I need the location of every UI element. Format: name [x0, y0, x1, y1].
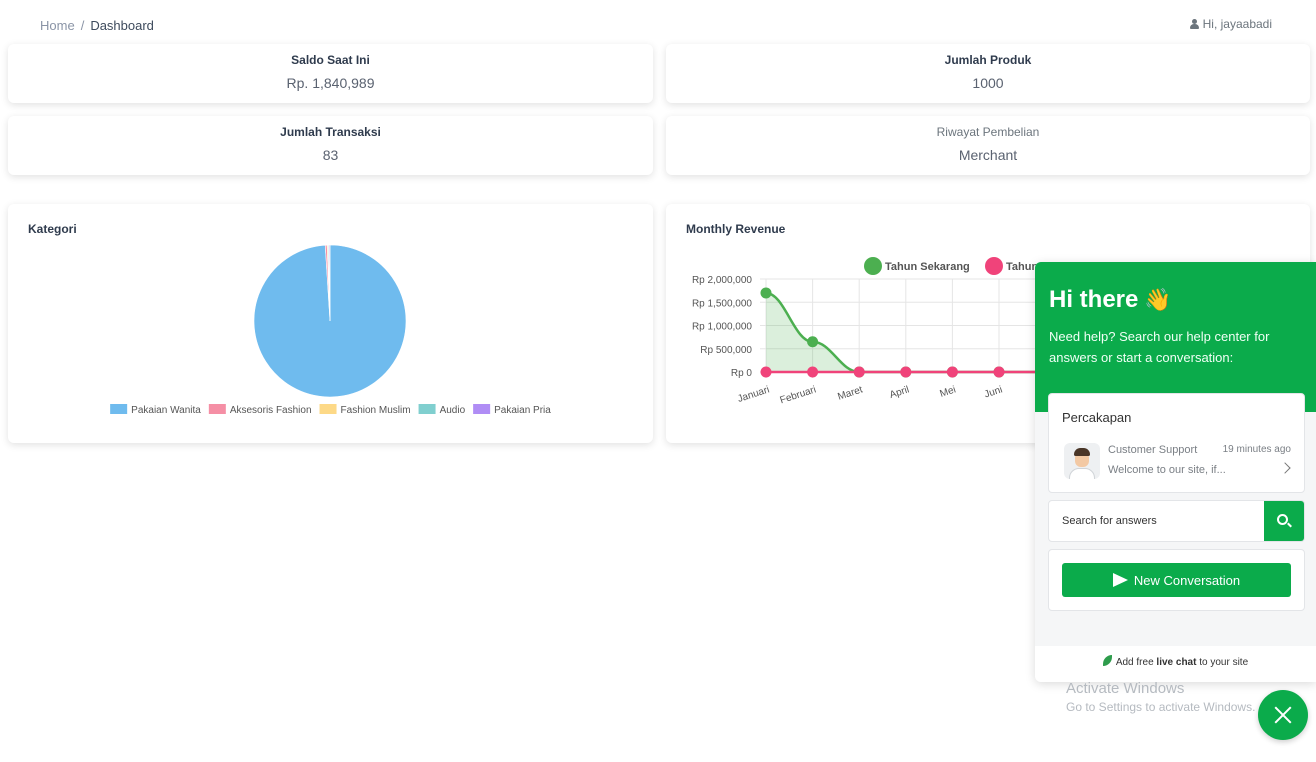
legend-label: Aksesoris Fashion — [230, 405, 312, 416]
x-tick-label: Juni — [983, 384, 1004, 400]
x-tick-label: April — [888, 384, 910, 401]
stat-label: Saldo Saat Ini — [291, 53, 370, 67]
conversation-card[interactable]: Percakapan Customer Support 19 minutes a… — [1048, 393, 1305, 493]
user-greeting-text: Hi, jayaabadi — [1202, 17, 1272, 31]
data-point — [807, 366, 819, 378]
stat-value: 1000 — [972, 75, 1004, 91]
breadcrumb-home-link[interactable]: Home — [40, 18, 75, 33]
chat-subtitle: Need help? Search our help center for an… — [1049, 329, 1270, 365]
search-icon — [1277, 514, 1288, 525]
pie-legend: Pakaian Wanita Aksesoris Fashion Fashion M… — [110, 404, 551, 416]
y-tick-label: Rp 1,500,000 — [692, 298, 752, 309]
breadcrumb: Home / Dashboard — [40, 18, 154, 33]
breadcrumb-current: Dashboard — [90, 18, 154, 33]
top-bar: Home / Dashboard Hi, jayaabadi — [0, 0, 1316, 48]
data-point — [807, 336, 819, 348]
search-button[interactable] — [1264, 501, 1304, 541]
legend-label: Fashion Muslim — [341, 405, 411, 416]
data-point — [946, 366, 958, 378]
x-tick-label: Januari — [736, 384, 771, 405]
watermark-line2: Go to Settings to activate Windows. — [1066, 700, 1256, 714]
conversation-time: 19 minutes ago — [1222, 444, 1291, 455]
stat-value: 83 — [322, 147, 339, 163]
conversation-preview: Welcome to our site, if... — [1108, 464, 1226, 476]
legend-marker — [864, 257, 882, 275]
legend-swatch — [319, 404, 337, 414]
data-point — [853, 366, 865, 378]
leaf-icon — [1102, 655, 1112, 666]
legend-marker — [985, 257, 1003, 275]
stat-label: Riwayat Pembelian — [936, 125, 1040, 139]
data-point — [760, 287, 772, 299]
legend-label: Audio — [440, 405, 466, 416]
watermark-line1: Activate Windows — [1066, 680, 1185, 697]
data-point — [760, 366, 772, 378]
breadcrumb-separator: / — [80, 18, 85, 33]
y-tick-label: Rp 500,000 — [700, 345, 752, 356]
legend-swatch — [208, 404, 226, 414]
panel-title: Kategori — [28, 222, 77, 236]
help-search — [1048, 500, 1305, 542]
new-conversation-button[interactable]: New Conversation — [1062, 563, 1291, 597]
footer-prefix: Add free — [1115, 657, 1154, 668]
legend-label: Tahun Sekarang — [885, 261, 970, 273]
data-point — [900, 366, 912, 378]
x-tick-label: Februari — [779, 384, 818, 406]
stat-card-produk: Jumlah Produk 1000 — [666, 44, 1310, 103]
user-greeting[interactable]: Hi, jayaabadi — [1189, 17, 1272, 31]
x-tick-label: Maret — [836, 384, 864, 402]
pie-slice — [328, 244, 331, 322]
panel-title: Monthly Revenue — [686, 222, 786, 236]
stat-value: Rp. 1,840,989 — [286, 75, 375, 91]
legend-swatch — [418, 404, 436, 414]
chat-header: Hi there 👋 Need help? Search our help ce… — [1035, 262, 1316, 412]
stat-label: Jumlah Transaksi — [280, 125, 381, 139]
legend-swatch — [473, 404, 491, 414]
waving-hand-icon: 👋 — [1144, 287, 1172, 312]
y-tick-label: Rp 0 — [731, 368, 753, 379]
chat-footer-link[interactable]: Add free live chat to your site — [1035, 646, 1316, 682]
legend-swatch — [110, 404, 128, 414]
agent-name: Customer Support — [1108, 444, 1198, 456]
conversations-title: Percakapan — [1062, 410, 1132, 425]
new-conversation-card: New Conversation — [1048, 549, 1305, 611]
chat-close-button[interactable] — [1258, 690, 1308, 740]
category-panel: Kategori Pakaian Wanita Aksesoris Fashion… — [8, 204, 653, 443]
chat-widget: Hi there 👋 Need help? Search our help ce… — [1035, 262, 1316, 682]
stat-value: Merchant — [958, 147, 1018, 163]
stat-card-saldo: Saldo Saat Ini Rp. 1,840,989 — [8, 44, 653, 103]
footer-bold: live chat — [1156, 657, 1197, 668]
chevron-right-icon[interactable] — [1279, 462, 1291, 474]
user-icon — [1189, 19, 1199, 29]
windows-activation-watermark: Activate Windows Go to Settings to activ… — [1066, 680, 1255, 714]
legend-label: Pakaian Wanita — [131, 405, 201, 416]
stat-label: Jumlah Produk — [944, 53, 1032, 67]
data-point — [993, 366, 1005, 378]
stat-card-transaksi: Jumlah Transaksi 83 — [8, 116, 653, 175]
x-tick-label: Mei — [939, 384, 958, 399]
category-pie-chart: Pakaian Wanita Aksesoris Fashion Fashion M… — [110, 244, 551, 416]
new-conversation-label: New Conversation — [1133, 572, 1241, 588]
stat-card-riwayat[interactable]: Riwayat Pembelian Merchant — [666, 116, 1310, 175]
chat-title: Hi there 👋 — [1049, 286, 1302, 314]
chat-title-text: Hi there — [1049, 286, 1139, 313]
series-area — [766, 292, 1046, 372]
help-search-input[interactable] — [1049, 501, 1264, 541]
footer-suffix: to your site — [1199, 657, 1249, 668]
y-tick-label: Rp 2,000,000 — [692, 275, 752, 286]
y-tick-label: Rp 1,000,000 — [692, 322, 752, 333]
legend-label: Pakaian Pria — [494, 405, 551, 416]
agent-avatar — [1064, 443, 1100, 479]
send-icon — [1112, 573, 1128, 587]
